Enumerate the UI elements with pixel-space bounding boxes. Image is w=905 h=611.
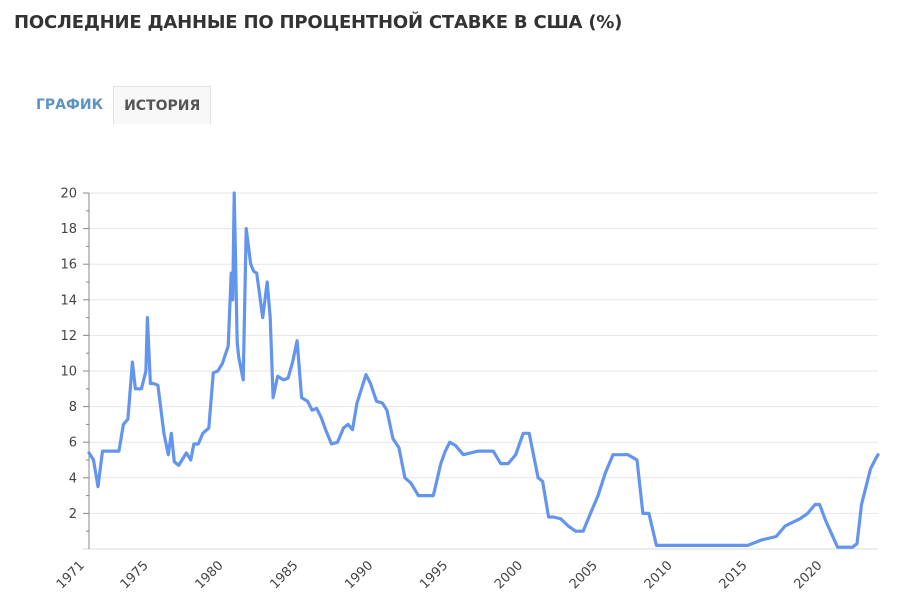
- x-tick-label: 1971: [54, 558, 88, 592]
- y-tick-label: 6: [69, 436, 77, 451]
- y-tick-label: 12: [60, 329, 77, 344]
- tab-bar: ГРАФИК ИСТОРИЯ: [26, 86, 212, 124]
- x-tick-label: 2015: [717, 558, 751, 592]
- y-tick-label: 8: [69, 400, 77, 415]
- tab-chart[interactable]: ГРАФИК: [36, 97, 104, 113]
- y-tick-label: 10: [60, 365, 77, 380]
- x-axis: 1971 1975 1980 1985 1990 1995 2000 2005 2010 2015…: [54, 558, 826, 592]
- x-tick-label: 2020: [791, 558, 825, 592]
- x-tick-label: 2005: [567, 558, 601, 592]
- page-title: ПОСЛЕДНИЕ ДАННЫЕ ПО ПРОЦЕНТНОЙ СТАВКЕ В …: [14, 12, 623, 33]
- y-tick-label: 4: [69, 471, 77, 486]
- y-tick-label: 18: [60, 222, 77, 237]
- tab-history[interactable]: ИСТОРИЯ: [113, 86, 212, 124]
- x-tick-label: 1975: [118, 558, 152, 592]
- y-tick-label: 16: [60, 258, 77, 273]
- chart-gridlines: [83, 192, 878, 550]
- x-tick-label: 1995: [417, 558, 451, 592]
- interest-rate-line: [87, 191, 880, 549]
- y-tick-label: 20: [60, 187, 77, 202]
- y-tick-label: 14: [60, 293, 77, 308]
- x-tick-label: 2000: [492, 558, 526, 592]
- x-tick-label: 1990: [342, 558, 376, 592]
- y-axis: 2 4 6 8 10 12 14 16 18 20: [60, 187, 90, 549]
- x-tick-label: 2010: [642, 558, 676, 592]
- x-tick-label: 1985: [267, 558, 301, 592]
- y-tick-label: 2: [69, 507, 77, 522]
- x-tick-label: 1980: [193, 558, 227, 592]
